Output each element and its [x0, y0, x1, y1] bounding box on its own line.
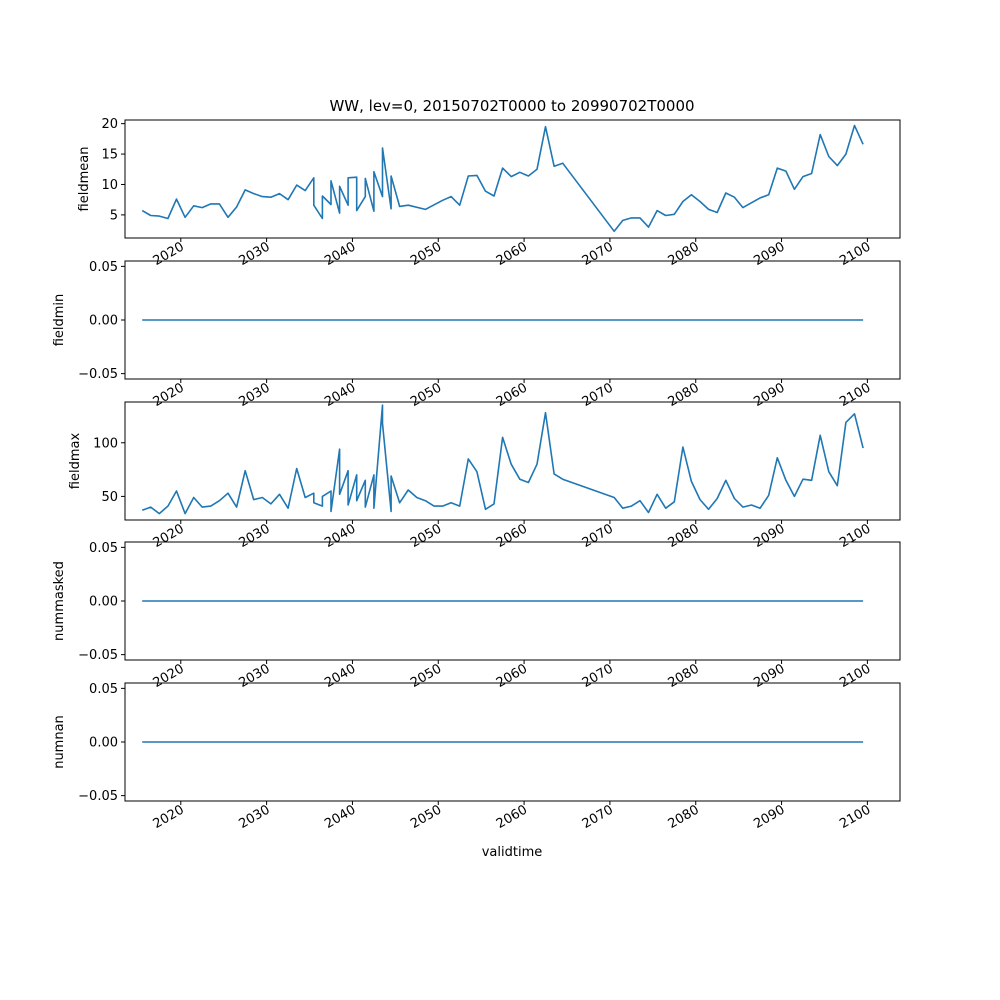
nummasked-y-tick-label: 0.05 [89, 541, 118, 556]
fieldmax-y-tick-label: 50 [101, 490, 118, 505]
x-axis-label: validtime [482, 845, 543, 860]
fieldmean-series-line [141, 124, 864, 233]
fieldmin-y-axis-label: fieldmin [52, 294, 67, 347]
fieldmax-series-line [141, 404, 864, 515]
fieldmax-axes-frame [124, 401, 901, 521]
fieldmean-y-tick-label: 15 [101, 148, 118, 163]
fieldmin-y-tick-label: 0.05 [89, 260, 118, 275]
fieldmean-y-tick-label: 5 [110, 208, 118, 223]
fieldmin-y-tick-label: 0.00 [89, 314, 118, 329]
nummasked-y-tick-label: −0.05 [78, 648, 118, 663]
fieldmean-y-axis-label: fieldmean [77, 147, 92, 212]
nummasked-y-axis-label: nummasked [52, 561, 67, 641]
fieldmean-y-tick-label: 20 [101, 117, 118, 132]
fieldmean-axes-frame [124, 119, 901, 239]
numnan-y-tick-label: −0.05 [78, 789, 118, 804]
numnan-y-axis-label: numnan [52, 715, 67, 769]
nummasked-y-tick-label: 0.00 [89, 595, 118, 610]
numnan-y-tick-label: 0.05 [89, 682, 118, 697]
fieldmean-y-tick-label: 10 [101, 178, 118, 193]
fieldmax-y-tick-label: 100 [93, 436, 118, 451]
fieldmin-y-tick-label: −0.05 [78, 367, 118, 382]
numnan-y-tick-label: 0.00 [89, 736, 118, 751]
fieldmax-y-axis-label: fieldmax [68, 433, 83, 490]
figure-title: WW, lev=0, 20150702T0000 to 20990702T000… [329, 97, 694, 115]
